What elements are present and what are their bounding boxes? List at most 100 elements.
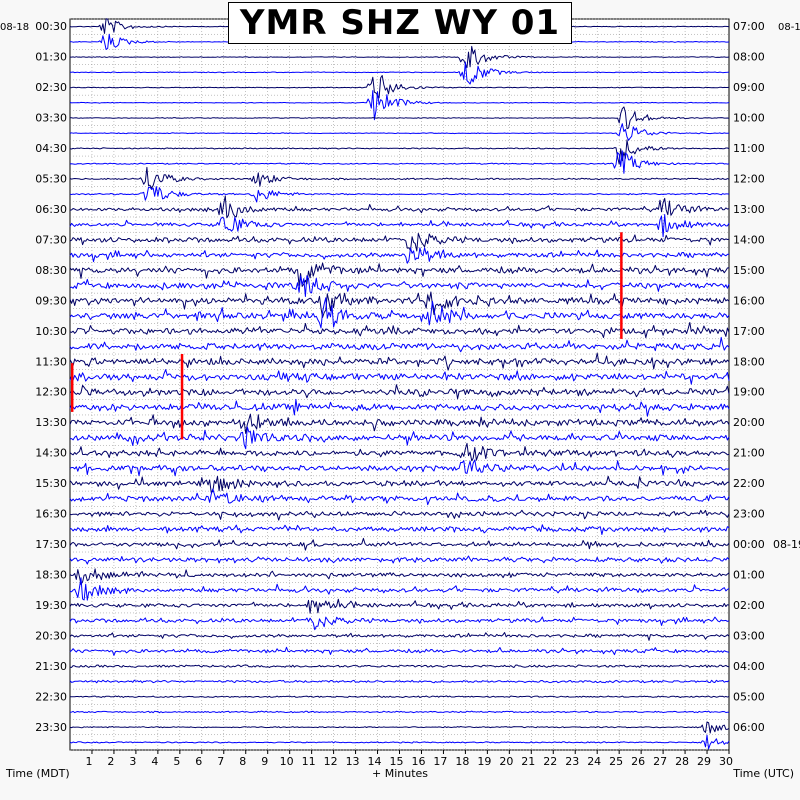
x-tick-label: 7 bbox=[217, 755, 224, 768]
axis-layer: 00:30 01:30 02:30 03:30 04:30 05:30 06:30 07:30… bbox=[0, 20, 800, 780]
trace-line-1930-a bbox=[69, 598, 730, 614]
trace-line-0930-b bbox=[69, 297, 730, 329]
left-time-label: 16:30 bbox=[35, 508, 67, 521]
x-tick-label: 13 bbox=[346, 755, 360, 768]
x-tick-label: 29 bbox=[697, 755, 711, 768]
x-tick-label: 15 bbox=[390, 755, 404, 768]
right-time-label: 01:00 bbox=[733, 568, 765, 581]
left-axis-label: Time (MDT) bbox=[5, 767, 70, 780]
x-tick-label: 19 bbox=[477, 755, 491, 768]
chart-title-box: YMR SHZ WY 01 bbox=[228, 2, 572, 44]
trace-line-2030-a bbox=[69, 632, 730, 641]
grid-layer bbox=[69, 18, 730, 751]
trace-line-1830-b bbox=[69, 577, 730, 601]
trace-line-1730-b bbox=[69, 555, 730, 565]
right-time-label: 19:00 bbox=[733, 386, 765, 399]
trace-layer bbox=[69, 18, 730, 750]
right-time-label: 08:00 bbox=[733, 51, 765, 64]
left-time-label: 02:30 bbox=[35, 81, 67, 94]
right-time-label: 20:00 bbox=[733, 416, 765, 429]
left-time-label: 08:30 bbox=[35, 264, 67, 277]
left-time-label: 14:30 bbox=[35, 447, 67, 460]
left-time-label: 17:30 bbox=[35, 538, 67, 551]
trace-line-2230-b bbox=[69, 710, 730, 714]
right-time-label: 05:00 bbox=[733, 690, 765, 703]
x-tick-label: 18 bbox=[455, 755, 469, 768]
left-time-label: 06:30 bbox=[35, 203, 67, 216]
x-tick-label: 5 bbox=[173, 755, 180, 768]
trace-line-0230-a bbox=[69, 75, 730, 99]
trace-line-1330-a bbox=[69, 413, 730, 434]
trace-line-1030-a bbox=[69, 322, 730, 339]
x-tick-label: 24 bbox=[587, 755, 601, 768]
trace-line-1630-b bbox=[69, 524, 730, 535]
x-tick-label: 20 bbox=[499, 755, 513, 768]
x-tick-label: 30 bbox=[719, 755, 733, 768]
x-tick-label: 11 bbox=[302, 755, 316, 768]
trace-line-0930-a bbox=[69, 291, 730, 318]
left-date-label: 08-18 bbox=[0, 22, 29, 33]
trace-line-0830-b bbox=[69, 275, 730, 297]
trace-line-0230-b bbox=[69, 90, 730, 121]
right-time-label: 02:00 bbox=[733, 599, 765, 612]
right-time-label: 06:00 bbox=[733, 721, 765, 734]
x-tick-label: 8 bbox=[239, 755, 246, 768]
right-time-label: 18:00 bbox=[733, 355, 765, 368]
x-tick-label: 1 bbox=[85, 755, 92, 768]
trace-line-0330-a bbox=[69, 106, 730, 130]
right-time-label: 14:00 bbox=[733, 233, 765, 246]
left-time-label: 18:30 bbox=[35, 568, 67, 581]
right-time-label: 16:00 bbox=[733, 294, 765, 307]
trace-line-0330-b bbox=[69, 123, 730, 141]
chart-title: YMR SHZ WY 01 bbox=[239, 3, 561, 43]
left-time-label: 19:30 bbox=[35, 599, 67, 612]
trace-line-1130-b bbox=[69, 369, 730, 385]
right-time-label: 22:00 bbox=[733, 477, 765, 490]
trace-line-2130-a bbox=[69, 664, 730, 668]
trace-line-1830-a bbox=[69, 568, 730, 585]
left-time-label: 10:30 bbox=[35, 325, 67, 338]
x-tick-label: 12 bbox=[324, 755, 338, 768]
left-time-label: 03:30 bbox=[35, 112, 67, 125]
trace-line-0530-a bbox=[69, 166, 730, 189]
left-time-label: 13:30 bbox=[35, 416, 67, 429]
trace-line-0830-a bbox=[69, 262, 730, 287]
left-time-label: 20:30 bbox=[35, 629, 67, 642]
right-axis-label: Time (UTC) bbox=[732, 767, 794, 780]
x-tick-label: 16 bbox=[411, 755, 425, 768]
left-time-label: 15:30 bbox=[35, 477, 67, 490]
x-tick-label: 27 bbox=[653, 755, 667, 768]
left-time-label: 01:30 bbox=[35, 51, 67, 64]
trace-line-2030-b bbox=[69, 646, 730, 656]
right-time-label: 12:00 bbox=[733, 173, 765, 186]
trace-line-0430-b bbox=[69, 150, 730, 174]
trace-line-2130-b bbox=[69, 679, 730, 684]
x-tick-label: 10 bbox=[280, 755, 294, 768]
trace-line-1230-a bbox=[69, 384, 730, 400]
trace-line-1530-b bbox=[69, 488, 730, 506]
trace-line-1030-b bbox=[69, 336, 730, 353]
right-time-label: 09:00 bbox=[733, 81, 765, 94]
x-tick-label: 26 bbox=[631, 755, 645, 768]
x-tick-label: 2 bbox=[107, 755, 114, 768]
trace-line-1130-a bbox=[69, 352, 730, 371]
right-time-label: 10:00 bbox=[733, 112, 765, 125]
trace-line-1630-a bbox=[69, 509, 730, 521]
trace-line-0430-a bbox=[69, 139, 730, 165]
right-time-label: 03:00 bbox=[733, 629, 765, 642]
trace-line-1930-b bbox=[69, 616, 730, 631]
right-time-label: 15:00 bbox=[733, 264, 765, 277]
right-time-label: 00:00 bbox=[733, 538, 765, 551]
left-time-label: 00:30 bbox=[35, 20, 67, 33]
x-tick-label: 17 bbox=[433, 755, 447, 768]
right-time-label: 21:00 bbox=[733, 447, 765, 460]
left-time-label: 04:30 bbox=[35, 142, 67, 155]
right-date-label: 08-1 bbox=[778, 22, 800, 33]
trace-line-0130-b bbox=[69, 61, 730, 85]
trace-line-1330-b bbox=[69, 426, 730, 450]
trace-line-0530-b bbox=[69, 186, 730, 203]
right-time-label: 17:00 bbox=[733, 325, 765, 338]
trace-line-1730-a bbox=[69, 537, 730, 551]
x-tick-label: 3 bbox=[129, 755, 136, 768]
